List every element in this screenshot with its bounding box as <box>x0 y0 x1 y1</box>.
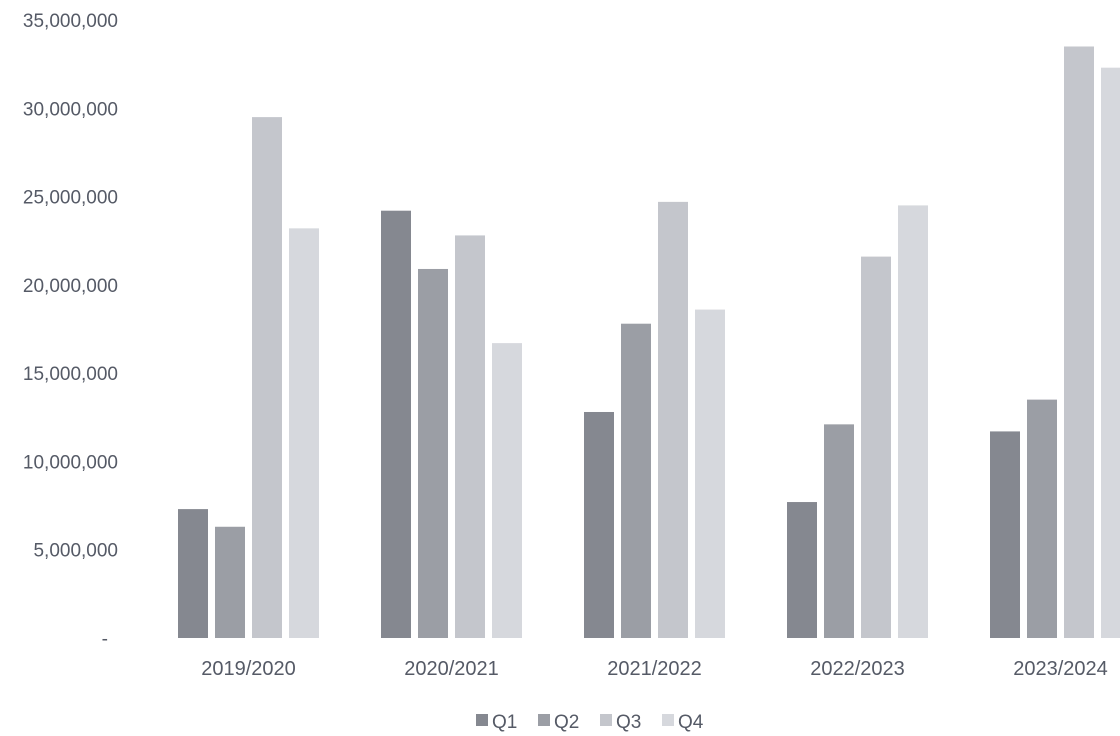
legend-swatch-q3 <box>600 714 612 726</box>
bar-q1-2021-2022 <box>584 411 614 638</box>
y-tick-label: 10,000,000 <box>23 452 118 473</box>
bar-q3-2023-2024 <box>1064 46 1094 638</box>
x-category-label: 2023/2024 <box>1013 658 1108 680</box>
y-tick-label: 15,000,000 <box>23 364 118 385</box>
bar-q1-2019-2020 <box>178 509 208 638</box>
x-category-label: 2019/2020 <box>201 658 296 680</box>
bar-q3-2020-2021 <box>455 235 485 638</box>
legend-swatch-q1 <box>476 714 488 726</box>
x-category-label: 2021/2022 <box>607 658 702 680</box>
y-axis: - 5,000,000 10,000,000 15,000,000 20,000,000… <box>23 11 118 650</box>
y-tick-label: 5,000,000 <box>33 541 118 562</box>
bar-q3-2021-2022 <box>658 201 688 638</box>
bar-q4-2019-2020 <box>289 228 319 638</box>
y-tick-label: 25,000,000 <box>23 188 118 209</box>
legend-label-q1: Q1 <box>492 712 517 733</box>
bar-q2-2021-2022 <box>621 323 651 638</box>
bar-q2-2023-2024 <box>1027 399 1057 638</box>
bar-q4-2021-2022 <box>695 309 725 638</box>
bar-q3-2022-2023 <box>861 256 891 638</box>
x-category-label: 2020/2021 <box>404 658 499 680</box>
legend-label-q4: Q4 <box>678 712 704 733</box>
legend: Q1 Q2 Q3 Q4 <box>476 712 704 733</box>
bar-q1-2022-2023 <box>787 502 817 638</box>
bar-q2-2022-2023 <box>824 424 854 638</box>
bar-q4-2022-2023 <box>898 205 928 638</box>
legend-swatch-q4 <box>662 714 674 726</box>
x-category-label: 2022/2023 <box>810 658 905 680</box>
bars-group <box>178 46 1120 639</box>
legend-label-q2: Q2 <box>554 712 579 733</box>
y-tick-label: 35,000,000 <box>23 11 118 32</box>
legend-swatch-q2 <box>538 714 550 726</box>
y-tick-label: 20,000,000 <box>23 276 118 297</box>
bar-q2-2019-2020 <box>215 526 245 638</box>
bar-q1-2020-2021 <box>381 210 411 638</box>
bar-q3-2019-2020 <box>252 117 282 639</box>
bar-q1-2023-2024 <box>990 431 1020 638</box>
x-axis: 2019/2020 2020/2021 2021/2022 2022/2023 2023… <box>201 658 1108 680</box>
bar-q4-2020-2021 <box>492 343 522 638</box>
bar-q4-2023-2024 <box>1101 67 1120 638</box>
y-tick-label: - <box>102 629 108 650</box>
bar-q2-2020-2021 <box>418 268 448 638</box>
legend-label-q3: Q3 <box>616 712 641 733</box>
y-tick-label: 30,000,000 <box>23 99 118 120</box>
